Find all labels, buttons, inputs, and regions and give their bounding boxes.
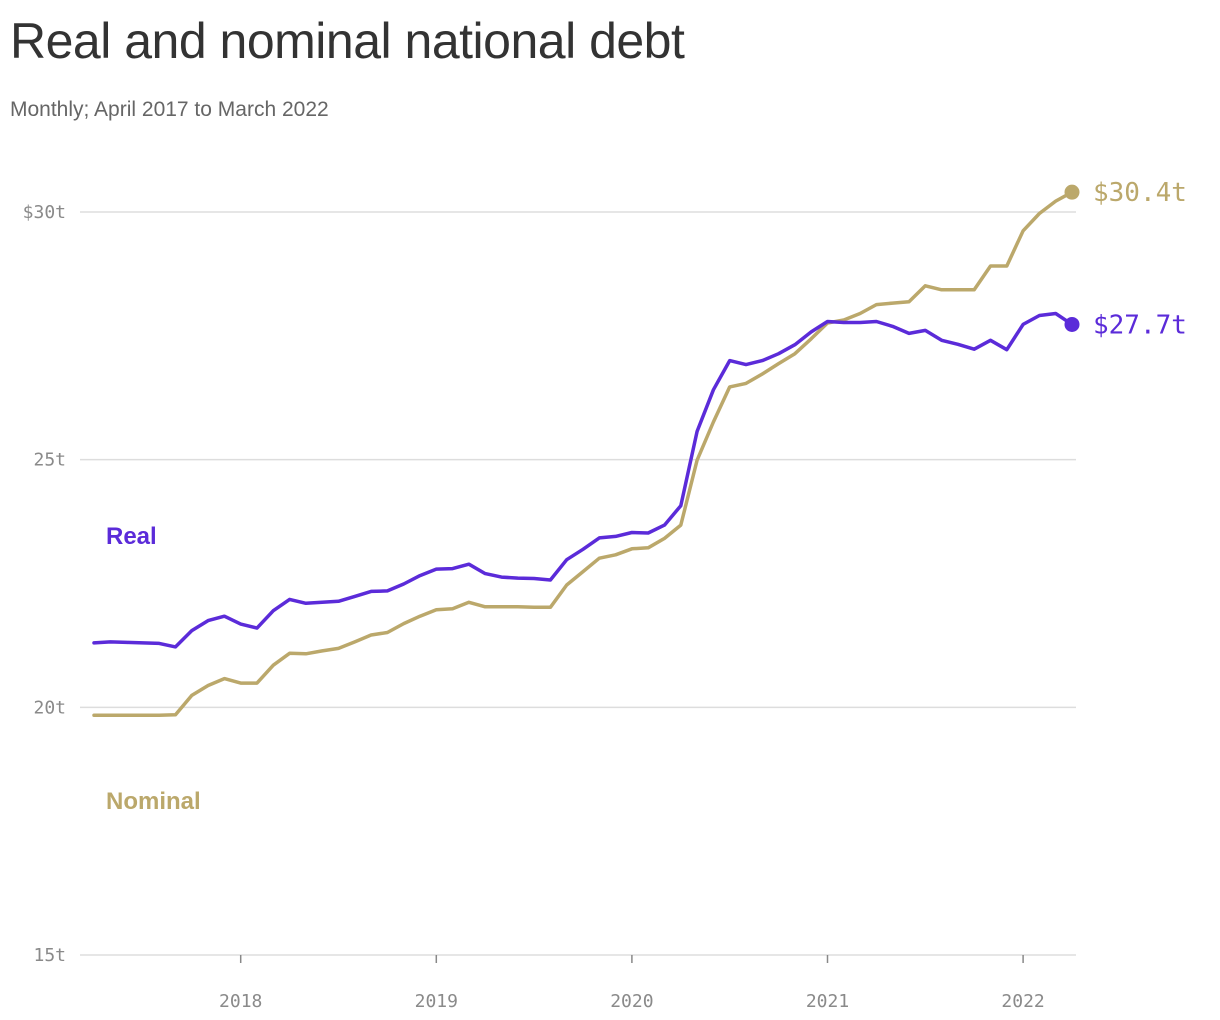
chart-title: Real and nominal national debt — [10, 13, 685, 69]
real-end-label: $27.7t — [1093, 310, 1187, 340]
series-label-nominal: Nominal — [106, 788, 201, 815]
real-end-dot — [1064, 316, 1080, 332]
series-labels: Real Nominal — [106, 523, 201, 815]
y-tick-label: 25t — [33, 450, 66, 471]
x-tick-label: 2018 — [219, 991, 262, 1012]
x-tick-label: 2021 — [806, 991, 849, 1012]
y-tick-label: $30t — [23, 202, 66, 223]
x-axis: 2018 2019 2020 2021 2022 — [219, 955, 1045, 1012]
series-lines: $30.4t $27.7t — [92, 178, 1187, 718]
chart-subtitle: Monthly; April 2017 to March 2022 — [10, 98, 329, 121]
x-tick-label: 2019 — [415, 991, 458, 1012]
nominal-end-label: $30.4t — [1093, 178, 1187, 208]
x-tick-label: 2022 — [1001, 991, 1044, 1012]
y-tick-label: 20t — [33, 697, 66, 718]
x-tick-label: 2020 — [610, 991, 653, 1012]
gridlines: $30t 25t 20t 15t — [23, 202, 1076, 966]
nominal-end-dot — [1064, 184, 1080, 200]
nominal-line — [92, 190, 1074, 718]
y-tick-label: 15t — [33, 945, 66, 966]
real-line — [92, 311, 1074, 649]
series-label-real: Real — [106, 523, 157, 550]
